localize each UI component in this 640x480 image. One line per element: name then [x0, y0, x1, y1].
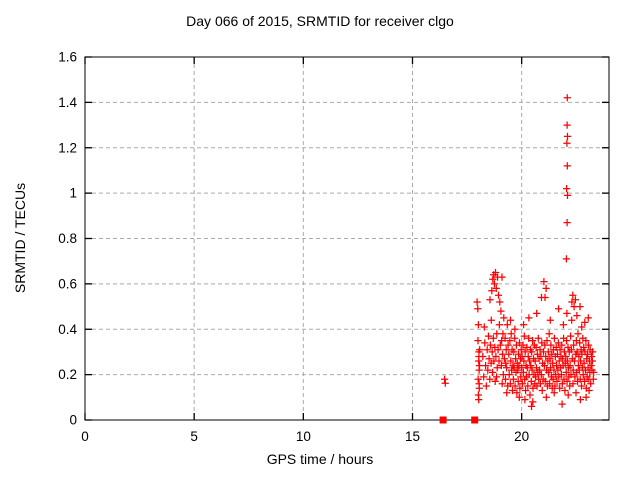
chart-title: Day 066 of 2015, SRMTID for receiver clg…: [186, 13, 454, 29]
x-tick-labels: 0 5 10 15 20: [81, 429, 529, 444]
svg-text:1.6: 1.6: [58, 50, 77, 65]
svg-text:0.2: 0.2: [58, 367, 77, 382]
svg-text:20: 20: [514, 429, 529, 444]
svg-text:0.6: 0.6: [58, 276, 77, 291]
svg-text:1.2: 1.2: [58, 140, 77, 155]
svg-text:0: 0: [81, 429, 89, 444]
svg-text:0.4: 0.4: [58, 322, 77, 337]
axis-ticks: [84, 56, 609, 421]
svg-text:0: 0: [69, 413, 77, 428]
zero-flag-squares: [439, 416, 479, 424]
x-axis-label: GPS time / hours: [266, 451, 374, 467]
svg-text:10: 10: [296, 429, 311, 444]
svg-text:15: 15: [405, 429, 420, 444]
svg-text:1: 1: [69, 186, 77, 201]
y-tick-labels: 0 0.2 0.4 0.6 0.8 1 1.2 1.4 1.6: [58, 50, 77, 428]
svg-text:5: 5: [190, 429, 198, 444]
scatter-points-srmtid: [441, 94, 598, 410]
svg-text:0.8: 0.8: [58, 231, 77, 246]
svg-text:1.4: 1.4: [58, 95, 77, 110]
